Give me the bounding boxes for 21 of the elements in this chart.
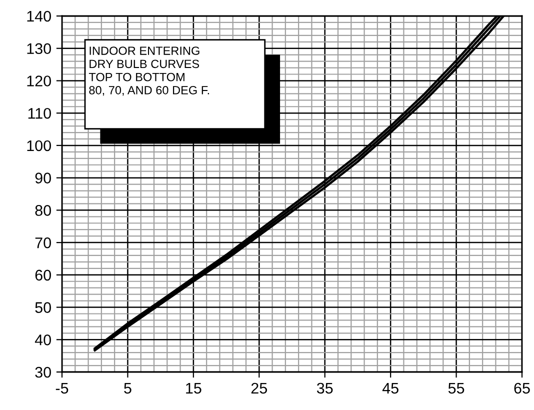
x-tick-label: -5 — [56, 382, 68, 394]
y-tick-label: 110 — [28, 108, 51, 119]
annotation: INDOOR ENTERING DRY BULB CURVES TOP TO BOTTOM 80, 70, AND 60 DEG F. — [88, 46, 209, 96]
y-tick-label: 140 — [27, 10, 51, 22]
y-tick-label: 130 — [27, 43, 51, 54]
x-tick-label: 15 — [186, 382, 202, 394]
y-tick-label: 90 — [35, 172, 51, 184]
x-tick-label: 35 — [316, 382, 333, 394]
y-tick-label: 30 — [35, 366, 51, 378]
y-tick-label: 70 — [35, 237, 51, 248]
y-tick-label: 50 — [35, 302, 51, 313]
y-tick-label: 40 — [34, 334, 51, 346]
y-tick-label: 80 — [35, 205, 51, 216]
x-tick-label: 45 — [382, 382, 398, 394]
x-tick-label: 5 — [124, 382, 132, 394]
y-tick-label: 100 — [27, 140, 51, 152]
x-tick-label: 55 — [448, 382, 464, 394]
x-tick-label: 65 — [514, 382, 530, 394]
y-tick-label: 120 — [27, 76, 51, 86]
y-tick-label: 60 — [35, 270, 51, 281]
x-tick-label: 25 — [251, 382, 267, 394]
